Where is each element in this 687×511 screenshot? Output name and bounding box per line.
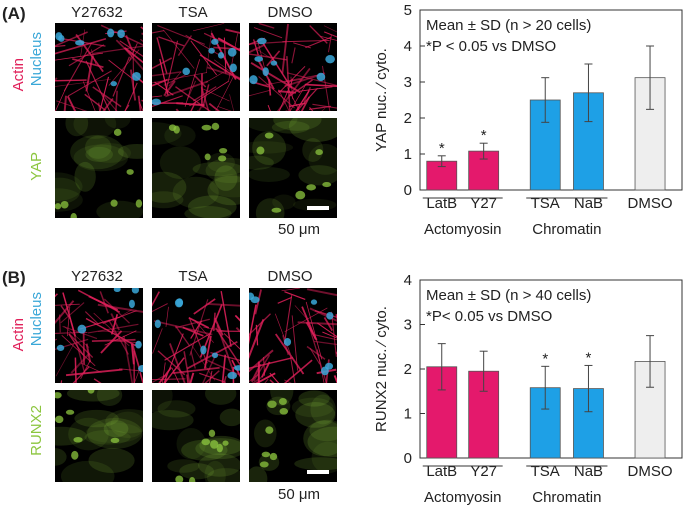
error-bar-dmso xyxy=(646,45,655,110)
category-label-latb: LatB xyxy=(426,195,457,212)
y-tick-label: 2 xyxy=(404,110,412,127)
panel-a-actin-image-tsa xyxy=(152,23,240,111)
significance-star: * xyxy=(586,349,592,366)
runx2-bar-chart: 0 1 2 3 4 LatB Y27 * TSA * NaB DMSO Actomyosin Chroma… xyxy=(350,262,687,511)
y-tick-label: 4 xyxy=(404,272,412,289)
error-bar-dmso xyxy=(646,335,655,388)
significance-note: *P < 0.05 vs DMSO xyxy=(426,38,556,55)
y-tick-label: 3 xyxy=(404,317,412,334)
significance-star: * xyxy=(439,140,445,157)
panel-b-nucleus-label: Nucleus xyxy=(28,292,45,347)
panel-a-yap-image-dmso xyxy=(249,118,337,218)
y-tick-label: 1 xyxy=(404,406,412,423)
y-axis-label: YAP nuc. ∕ cyto. xyxy=(373,48,390,152)
panel-b-actin-image-y27632 xyxy=(55,288,143,383)
y-tick-label: 0 xyxy=(404,182,412,199)
y-axis-label: RUNX2 nuc. ∕ cyto. xyxy=(373,306,390,432)
panel-b-runx2-image-tsa xyxy=(152,390,240,482)
y-tick-label: 0 xyxy=(404,450,412,467)
category-label-y27: Y27 xyxy=(470,463,497,480)
y-tick-label: 2 xyxy=(404,361,412,378)
y-tick-label: 1 xyxy=(404,146,412,163)
panel-a-actin-image-dmso xyxy=(249,23,337,111)
group-label-actomyosin: Actomyosin xyxy=(424,489,502,506)
panel-a-letter: (A) xyxy=(2,4,26,23)
panel-b-runx2-label: RUNX2 xyxy=(28,405,45,456)
y-tick-label: 3 xyxy=(404,74,412,91)
y-tick-label: 5 xyxy=(404,2,412,19)
panel-b-scale-label: 50 μm xyxy=(278,486,320,503)
y-tick-label: 4 xyxy=(404,38,412,55)
category-label-latb: LatB xyxy=(426,463,457,480)
panel-a-yap-label: YAP xyxy=(28,152,45,181)
scale-bar xyxy=(307,470,329,474)
category-label-nab: NaB xyxy=(574,463,603,480)
panel-b-runx2-image-y27632 xyxy=(55,390,143,482)
category-label-y27: Y27 xyxy=(470,195,497,212)
stats-note: Mean ± SD (n > 40 cells) xyxy=(426,287,591,304)
panel-a-col-y27632: Y27632 xyxy=(71,4,123,21)
error-bar-latb xyxy=(437,343,446,391)
category-label-tsa: TSA xyxy=(531,463,560,480)
panel-b-col-dmso: DMSO xyxy=(267,268,313,285)
panel-a-yap-image-y27632 xyxy=(55,118,143,218)
category-label-tsa: TSA xyxy=(531,195,560,212)
bar-y27 xyxy=(468,150,500,191)
panel-a-nucleus-label: Nucleus xyxy=(28,32,45,87)
panel-b-letter: (B) xyxy=(2,268,26,287)
error-bar-y27 xyxy=(479,350,488,392)
significance-star: * xyxy=(481,127,487,144)
group-label-actomyosin: Actomyosin xyxy=(424,221,502,238)
panel-b-actin-image-tsa xyxy=(152,288,240,383)
panel-a-col-dmso: DMSO xyxy=(267,4,313,21)
error-bar-tsa xyxy=(541,365,550,410)
category-label-nab: NaB xyxy=(574,195,603,212)
error-bar-tsa xyxy=(541,77,550,123)
panel-a-scale-label: 50 μm xyxy=(278,221,320,238)
category-label-dmso: DMSO xyxy=(628,195,673,212)
panel-b-actin-label: Actin xyxy=(10,318,27,352)
stats-note: Mean ± SD (n > 20 cells) xyxy=(426,17,591,34)
group-label-chromatin: Chromatin xyxy=(532,489,601,506)
panel-a-actin-label: Actin xyxy=(10,58,27,92)
panel-a-actin-image-y27632 xyxy=(55,23,143,111)
error-bar-y27 xyxy=(479,142,488,160)
panel-b-col-y27632: Y27632 xyxy=(71,268,123,285)
significance-note: *P< 0.05 vs DMSO xyxy=(426,308,552,325)
yap-bar-chart: 0 1 2 3 4 5 * LatB * Y27 TSA NaB DMSO Actomyosin Chrom… xyxy=(350,0,687,250)
group-label-chromatin: Chromatin xyxy=(532,221,601,238)
panel-a-yap-image-tsa xyxy=(152,118,240,218)
category-label-dmso: DMSO xyxy=(628,463,673,480)
panel-b-col-tsa: TSA xyxy=(178,268,208,285)
error-bar-nab xyxy=(584,364,593,413)
panel-b-actin-image-dmso xyxy=(249,288,337,383)
scale-bar xyxy=(307,206,329,210)
panel-a-col-tsa: TSA xyxy=(178,4,208,21)
panel-b-runx2-image-dmso xyxy=(249,390,337,482)
significance-star: * xyxy=(542,350,548,367)
error-bar-latb xyxy=(437,155,446,168)
error-bar-nab xyxy=(584,63,593,123)
